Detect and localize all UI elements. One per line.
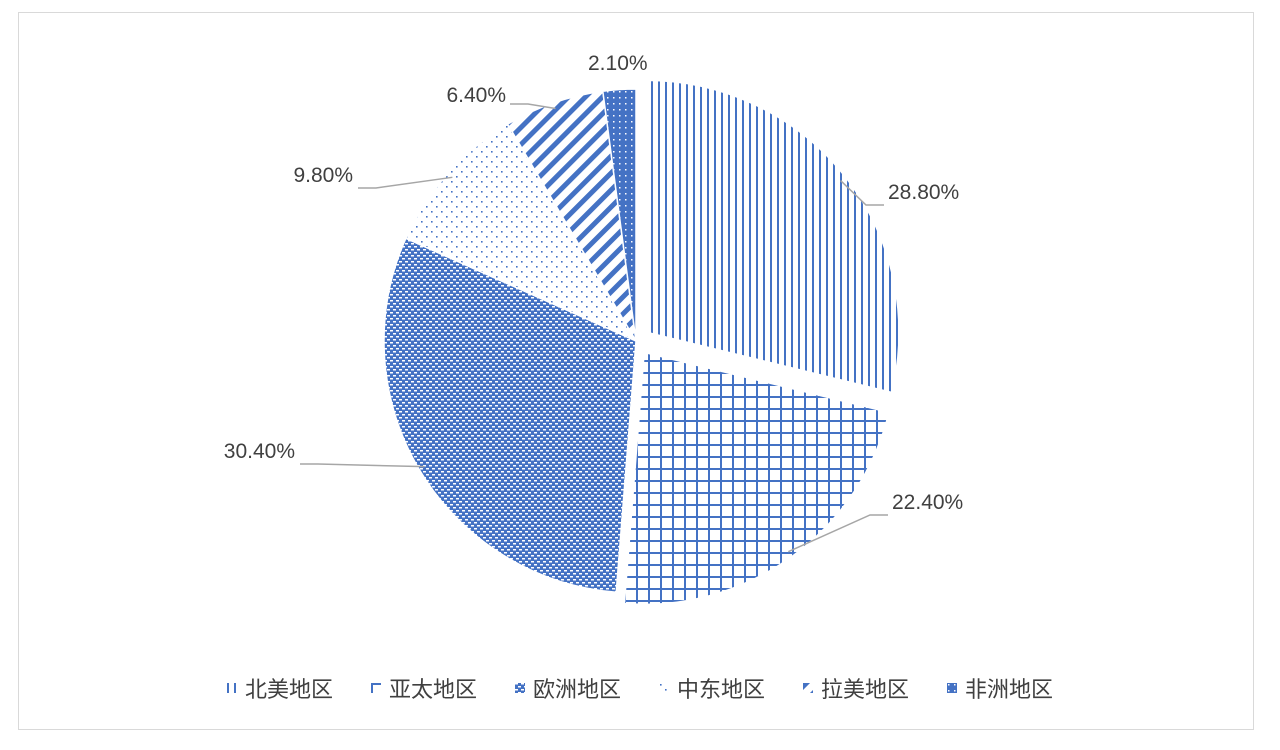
legend-label-3: 欧洲地区 bbox=[532, 677, 621, 702]
leader-line-4 bbox=[358, 176, 453, 189]
data-label-1: 28.80% bbox=[888, 181, 959, 204]
legend-item-2: 亚太地区 bbox=[370, 672, 477, 704]
legend-item-5: 拉美地区 bbox=[803, 672, 909, 704]
legend-swatch-5 bbox=[803, 683, 814, 693]
legend-swatch-1 bbox=[226, 683, 237, 693]
pie-slices bbox=[383, 79, 900, 606]
legend-swatch-6 bbox=[947, 683, 958, 693]
data-label-4: 9.80% bbox=[293, 164, 353, 187]
legend-label-2: 亚太地区 bbox=[388, 677, 477, 702]
data-label-2: 22.40% bbox=[892, 491, 963, 514]
legend-label-5: 拉美地区 bbox=[821, 677, 910, 702]
legend-swatch-2 bbox=[370, 683, 381, 693]
data-label-3: 30.40% bbox=[224, 440, 295, 463]
legend-label-4: 中东地区 bbox=[677, 677, 766, 702]
legend-item-3: 欧洲地区 bbox=[514, 672, 621, 704]
pie-slice-1 bbox=[646, 79, 900, 394]
legend-swatch-3 bbox=[514, 683, 525, 693]
pie-slice-3 bbox=[383, 237, 637, 594]
legend-item-6: 非洲地区 bbox=[947, 672, 1053, 704]
leader-line-3 bbox=[300, 463, 425, 468]
leader-line-1 bbox=[840, 180, 884, 206]
leader-lines bbox=[300, 103, 888, 553]
leader-line-2 bbox=[787, 514, 888, 553]
pie-slice-6 bbox=[601, 88, 637, 342]
data-labels: 28.80% 22.40% 30.40% 9.80% 6.40% 2.10% bbox=[224, 52, 963, 514]
legend-item-1: 北美地区 bbox=[226, 672, 333, 704]
leader-line-5 bbox=[510, 103, 556, 110]
legend-label-6: 非洲地区 bbox=[965, 677, 1054, 702]
legend-swatch-4 bbox=[659, 683, 669, 693]
legend-item-4: 中东地区 bbox=[659, 672, 765, 704]
data-label-6: 2.10% bbox=[588, 52, 648, 75]
pie-slice-2 bbox=[623, 351, 890, 606]
legend-label-1: 北美地区 bbox=[244, 677, 333, 702]
legend: 北美地区 亚太地区 欧洲地区 中东地区 拉美地区 非洲地区 bbox=[0, 668, 1280, 708]
pie-slice-4 bbox=[404, 123, 638, 343]
data-label-5: 6.40% bbox=[446, 84, 506, 107]
